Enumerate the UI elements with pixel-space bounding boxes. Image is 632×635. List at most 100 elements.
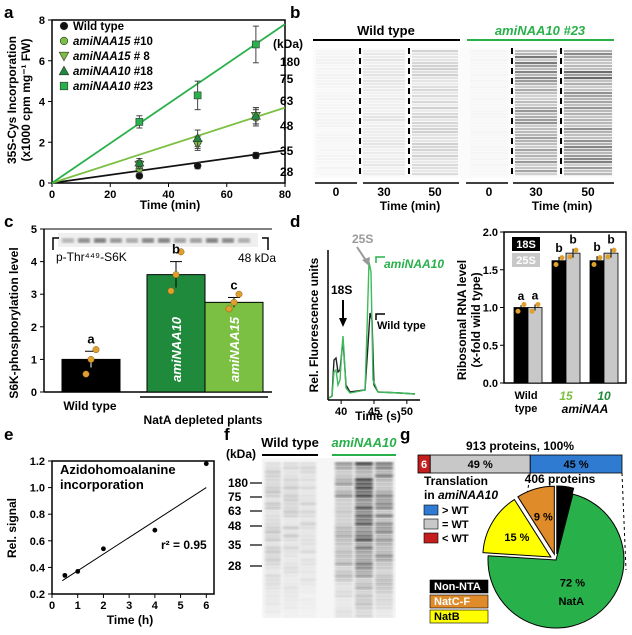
f-band (375, 530, 393, 534)
d-point (605, 254, 611, 260)
b-gel-image (313, 48, 614, 178)
e-ytick-label: 1.2 (30, 456, 45, 468)
b-band (363, 140, 405, 143)
f-band (335, 526, 353, 530)
f-band (335, 498, 353, 502)
d-sig-letter: b (555, 241, 562, 255)
b-band (515, 161, 557, 164)
b-band (515, 98, 557, 101)
d-legend-swatch (512, 253, 540, 267)
b-band (470, 173, 508, 175)
f-band (355, 550, 373, 554)
b-band (363, 53, 405, 56)
f-band (300, 530, 316, 534)
b-band (564, 59, 612, 62)
b-time-label: 50 (581, 185, 595, 199)
c-marks: a b amiNAA10 c amiNAA15 Wild type (61, 242, 268, 413)
e-frame (51, 460, 215, 595)
g-pie-slice (556, 485, 575, 555)
d-bar (589, 260, 605, 384)
g-bottom-legend-label: Non-NTA (434, 581, 481, 593)
b-band (515, 116, 557, 119)
f-band (283, 470, 299, 474)
b-time-label: 0 (486, 185, 493, 199)
a-fit-line (51, 106, 286, 184)
f-band (265, 590, 281, 594)
d-point (553, 261, 559, 267)
g-legend-title2: in amiNAA10 (424, 488, 498, 502)
d-bar-ylabel: Ribosomal RNA level (455, 260, 469, 380)
f-band (265, 562, 281, 566)
f-band (300, 534, 316, 538)
b-band (564, 158, 612, 161)
f-band (283, 510, 299, 514)
b-time-label: 30 (529, 185, 543, 199)
b-band (515, 137, 557, 140)
f-band (375, 526, 393, 530)
b-band (363, 92, 405, 95)
f-marker-label: 63 (228, 504, 242, 518)
g-bar-label: 913 proteins, 100% (466, 439, 574, 453)
e-xtick-label: 2 (100, 600, 106, 612)
b-band (412, 65, 458, 68)
c-point (87, 355, 95, 363)
b-band (515, 167, 557, 170)
f-band (265, 494, 281, 498)
g-pie-label: 72 % (560, 578, 585, 590)
b-band (470, 113, 508, 115)
b-marker-label: 180 (280, 55, 300, 69)
e-xlabel: Time (h) (107, 613, 153, 627)
b-band (564, 116, 612, 119)
f-band (300, 526, 316, 530)
f-band (355, 498, 373, 502)
d-legend-swatch (512, 237, 540, 251)
f-band (375, 602, 393, 606)
f-band (283, 598, 299, 602)
c-blot-band (222, 238, 234, 243)
f-band (375, 578, 393, 582)
f-band (283, 498, 299, 502)
f-band (283, 466, 299, 470)
b-band (515, 71, 557, 74)
b-band (363, 104, 405, 107)
f-band (335, 586, 353, 590)
f-band (300, 594, 316, 598)
b-band (470, 74, 508, 76)
b-band (470, 110, 508, 112)
b-band (470, 56, 508, 58)
f-band (335, 538, 353, 542)
f-band (355, 558, 373, 562)
f-band (283, 494, 299, 498)
a-point (192, 133, 203, 142)
b-band (564, 62, 612, 65)
b-band (316, 50, 356, 52)
b-time-label: 30 (377, 185, 391, 199)
b-band (412, 155, 458, 158)
b-band (412, 68, 458, 71)
c-point (92, 346, 100, 354)
e-fit-line (62, 487, 207, 582)
b-band (412, 146, 458, 149)
f-band (300, 494, 316, 498)
f-band (335, 518, 353, 522)
d-wt-bracket (375, 313, 385, 320)
b-band (363, 98, 405, 101)
b-band (564, 170, 612, 173)
b-band (515, 104, 557, 107)
e-point (62, 572, 68, 578)
d-cat-label: Wild (514, 390, 537, 402)
b-band (515, 110, 557, 113)
b-band (470, 170, 508, 172)
b-band (564, 164, 612, 167)
b-band (470, 53, 508, 55)
b-band (412, 56, 458, 59)
b-band (470, 167, 508, 169)
f-band (265, 462, 281, 466)
b-band (412, 107, 458, 110)
b-band (412, 131, 458, 134)
b-band (564, 152, 612, 155)
a-legend-label: amiNAA15 # 8 (73, 51, 150, 63)
f-band (335, 502, 353, 506)
f-band (355, 570, 373, 574)
b-band (515, 143, 557, 146)
